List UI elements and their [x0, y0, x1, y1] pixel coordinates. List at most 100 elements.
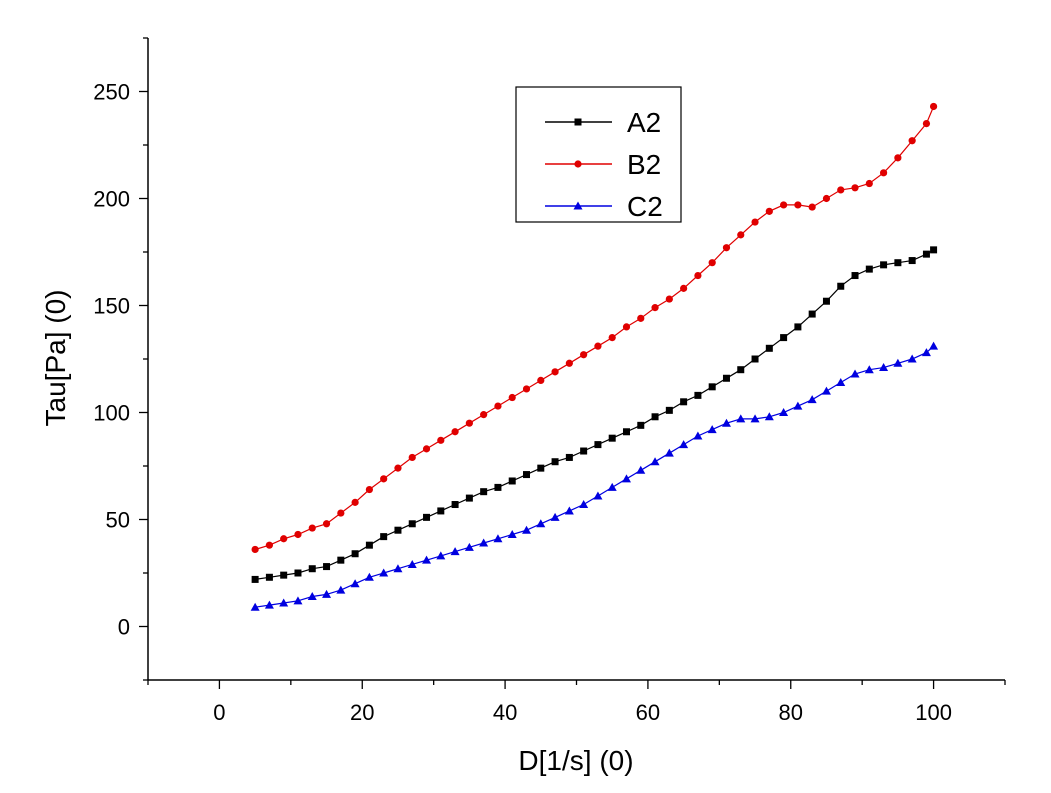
data-point-a2 — [451, 501, 459, 509]
data-point-a2 — [708, 383, 716, 391]
data-point-c2 — [493, 534, 503, 543]
data-point-a2 — [294, 569, 302, 577]
data-point-b2 — [765, 207, 773, 215]
data-point-b2 — [408, 453, 416, 462]
data-point-c2 — [607, 482, 617, 491]
data-point-a2 — [930, 246, 938, 254]
data-point-a2 — [423, 513, 431, 521]
y-tick-label: 100 — [93, 401, 130, 426]
data-point-c2 — [679, 440, 689, 449]
data-point-c2 — [750, 414, 760, 423]
data-point-b2 — [322, 520, 331, 528]
data-point-b2 — [537, 376, 545, 384]
data-point-a2 — [365, 541, 373, 549]
axis-ticks: 0 20 40 60 80 100 0 50 100 150 200 250 — [93, 37, 1006, 725]
legend-label-c2: C2 — [627, 191, 663, 222]
data-point-a2 — [680, 398, 688, 406]
data-point-b2 — [722, 244, 731, 252]
data-point-b2 — [565, 359, 573, 367]
data-point-b2 — [580, 351, 588, 359]
data-point-a2 — [337, 556, 345, 564]
data-point-c2 — [464, 542, 474, 551]
data-point-c2 — [929, 341, 939, 350]
legend-marker-b2 — [574, 160, 582, 168]
data-point-a2 — [265, 573, 273, 581]
data-point-a2 — [394, 526, 402, 534]
data-point-c2 — [793, 401, 803, 410]
data-point-a2 — [551, 458, 559, 466]
x-tick-label: 20 — [350, 700, 374, 725]
data-point-a2 — [922, 250, 930, 258]
y-tick-label: 200 — [93, 187, 130, 212]
data-point-a2 — [780, 334, 788, 342]
x-tick-label: 100 — [915, 700, 952, 725]
data-point-a2 — [880, 261, 888, 269]
data-point-a2 — [508, 477, 516, 485]
data-point-a2 — [722, 374, 730, 382]
data-point-c2 — [336, 585, 346, 594]
y-tick-label: 0 — [118, 615, 130, 640]
data-point-c2 — [921, 348, 931, 357]
data-point-b2 — [929, 102, 938, 111]
data-point-a2 — [608, 434, 616, 442]
data-point-b2 — [380, 475, 388, 483]
data-point-c2 — [550, 512, 560, 521]
data-point-b2 — [708, 259, 716, 267]
data-point-a2 — [351, 550, 359, 558]
legend-marker-c2 — [573, 201, 583, 210]
data-point-c2 — [779, 408, 789, 416]
data-point-b2 — [608, 334, 616, 342]
data-point-a2 — [465, 494, 473, 502]
data-point-a2 — [565, 453, 573, 461]
data-point-a2 — [480, 488, 488, 496]
x-axis-title: D[1/s] (0) — [518, 745, 633, 776]
data-point-b2 — [637, 314, 645, 322]
data-point-a2 — [808, 310, 816, 318]
data-point-b2 — [308, 524, 316, 532]
x-tick-label: 40 — [493, 700, 517, 725]
data-point-c2 — [507, 529, 517, 538]
data-point-b2 — [422, 445, 431, 453]
legend-label-b2: B2 — [627, 149, 661, 180]
data-point-a2 — [794, 323, 802, 331]
data-point-c2 — [422, 555, 432, 564]
data-point-a2 — [323, 563, 331, 571]
legend: A2 B2 C2 — [515, 86, 682, 223]
data-point-b2 — [665, 295, 673, 303]
data-point-b2 — [365, 485, 373, 494]
data-point-a2 — [537, 464, 545, 472]
data-point-c2 — [350, 579, 360, 588]
data-point-b2 — [551, 368, 559, 376]
data-point-a2 — [437, 507, 445, 515]
data-point-b2 — [680, 284, 688, 292]
data-point-b2 — [394, 464, 402, 472]
data-point-c2 — [893, 358, 903, 367]
data-point-b2 — [865, 179, 873, 188]
data-point-a2 — [308, 565, 316, 573]
data-point-c2 — [450, 547, 460, 556]
data-point-c2 — [879, 363, 889, 372]
data-point-c2 — [850, 369, 860, 378]
data-point-c2 — [664, 448, 674, 457]
data-point-c2 — [821, 386, 831, 395]
data-point-c2 — [907, 354, 917, 363]
data-point-a2 — [765, 344, 773, 352]
data-point-b2 — [351, 498, 359, 506]
x-tick-label: 80 — [779, 700, 803, 725]
data-point-b2 — [594, 342, 602, 350]
series-c2-line — [255, 345, 934, 608]
data-point-a2 — [251, 575, 259, 583]
data-point-a2 — [380, 533, 388, 541]
data-point-a2 — [751, 355, 759, 363]
data-point-a2 — [594, 441, 602, 449]
data-point-b2 — [251, 545, 259, 554]
data-point-c2 — [736, 414, 746, 423]
data-point-c2 — [307, 592, 317, 601]
data-point-b2 — [622, 323, 631, 331]
data-point-c2 — [764, 412, 774, 421]
data-point-a2 — [665, 406, 673, 414]
data-point-a2 — [622, 428, 630, 436]
y-tick-label: 250 — [93, 80, 130, 105]
data-point-b2 — [894, 154, 902, 162]
